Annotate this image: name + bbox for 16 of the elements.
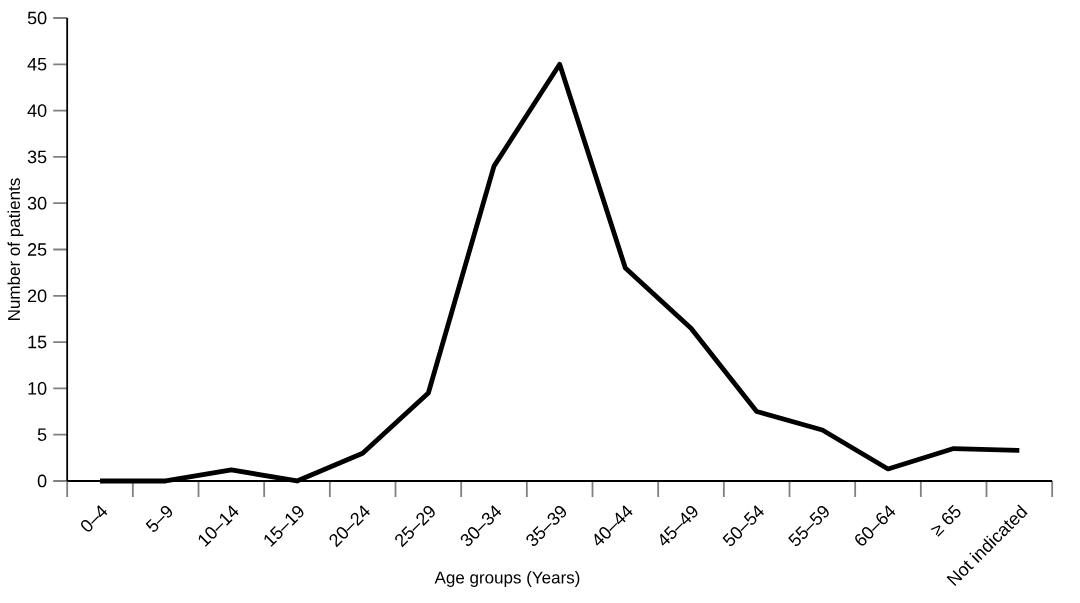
x-axis-title: Age groups (Years) bbox=[434, 571, 580, 587]
y-tick-label: 30 bbox=[27, 196, 47, 210]
y-tick-label: 40 bbox=[27, 104, 47, 117]
y-tick-label: 50 bbox=[27, 11, 47, 25]
x-tick-label: 0–4 bbox=[81, 505, 108, 532]
y-tick-label: 15 bbox=[28, 335, 47, 349]
y-tick-label: 0 bbox=[37, 474, 47, 488]
y-tick-label: 20 bbox=[28, 289, 47, 303]
x-tick-label: ≥ 65 bbox=[930, 504, 961, 537]
y-tick-label: 45 bbox=[27, 58, 47, 71]
y-tick-label: 10 bbox=[28, 382, 47, 395]
y-tick-label: 25 bbox=[28, 243, 47, 256]
x-tick-label: 5–9 bbox=[145, 505, 173, 532]
y-tick-label: 5 bbox=[37, 428, 47, 441]
y-tick-label: 35 bbox=[27, 150, 47, 164]
y-axis-title: Number of patients bbox=[7, 178, 24, 320]
